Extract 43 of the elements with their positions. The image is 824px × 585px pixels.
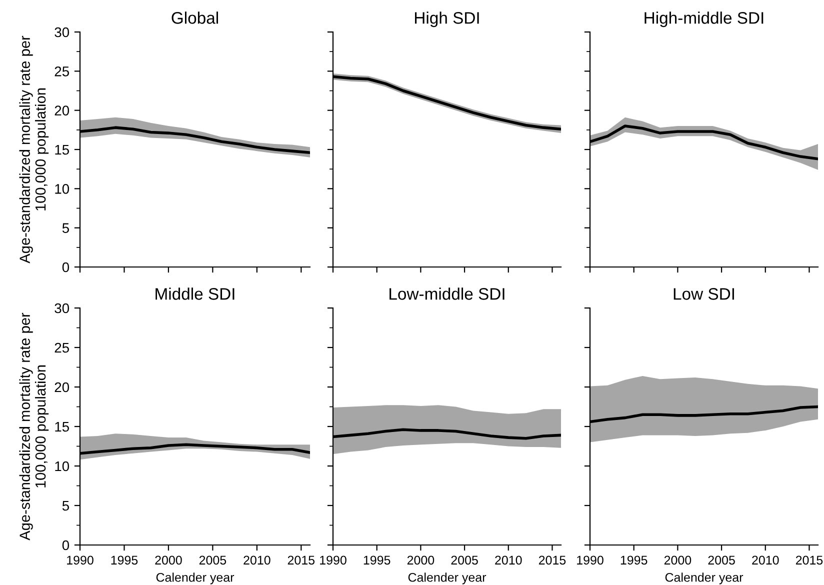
x-tick-label: 2000 (155, 556, 182, 565)
y-tick-label: 20 (54, 382, 70, 392)
x-tick-label: 2005 (451, 556, 478, 565)
x-tick-label: 2015 (796, 556, 823, 565)
x-tick-label: 2005 (199, 556, 226, 565)
y-tick-label: 30 (54, 303, 70, 314)
y-axis-title: Age-standardized mortality rate per 100,000 population (19, 312, 49, 540)
x-tick-label: 2010 (244, 556, 270, 565)
x-tick-label: 1990 (67, 556, 94, 565)
x-tick-label: 1995 (620, 556, 648, 565)
x-tick-label: 2000 (664, 556, 692, 565)
y-axis-title: Age-standardized mortality rate per 100,000 population (19, 36, 49, 264)
chart-title: Low-middle SDI (390, 288, 504, 300)
y-tick-label: 10 (55, 461, 70, 472)
y-tick-label: 10 (55, 184, 70, 194)
y-tick-label: 5 (62, 223, 69, 234)
x-tick-label: 2000 (407, 556, 434, 565)
y-tick-label: 15 (55, 144, 70, 155)
x-tick-label: 1990 (320, 556, 346, 565)
x-axis-title: Calender year (408, 572, 486, 584)
x-tick-label: 2005 (708, 556, 735, 565)
x-tick-label: 2015 (288, 556, 315, 565)
y-tick-label: 30 (54, 27, 70, 38)
y-tick-label: 5 (62, 500, 69, 511)
chart-title: Middle SDI (156, 288, 234, 300)
y-tick-label: 25 (54, 342, 70, 353)
chart-title: High-middle SDI (644, 12, 764, 28)
x-tick-label: 1995 (364, 556, 390, 565)
x-tick-label: 1990 (577, 556, 604, 565)
x-tick-label: 2010 (752, 556, 779, 565)
x-tick-label: 2015 (538, 556, 566, 565)
x-axis-title: Calender year (665, 572, 744, 584)
chart-title: Global (172, 12, 218, 24)
y-tick-label: 0 (62, 262, 70, 272)
y-tick-label: 25 (54, 66, 70, 76)
y-tick-label: 0 (62, 540, 70, 550)
x-tick-label: 2010 (495, 556, 522, 565)
x-tick-label: 1995 (111, 556, 138, 565)
chart-title: Low SDI (674, 288, 734, 300)
y-tick-label: 15 (55, 422, 70, 432)
y-tick-label: 20 (54, 106, 70, 116)
x-axis-title: Calender year (156, 572, 234, 584)
chart-title: High SDI (415, 12, 479, 28)
